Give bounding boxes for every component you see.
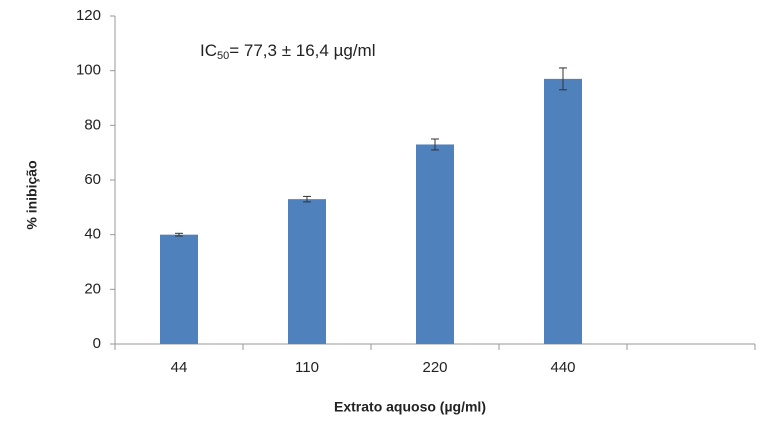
x-tick-label: 110 <box>295 359 319 376</box>
bar <box>288 199 326 344</box>
y-tick-label: 100 <box>76 62 101 79</box>
y-tick-label: 40 <box>84 226 101 243</box>
bar <box>160 234 198 344</box>
x-tick-label: 220 <box>422 359 447 376</box>
y-axis-label: % inibição <box>24 160 40 229</box>
annotation-subscript: 50 <box>217 50 229 62</box>
y-tick-label: 20 <box>84 280 101 297</box>
annotation-main: IC <box>200 41 217 60</box>
x-tick-label: 440 <box>550 359 575 376</box>
annotation: IC50= 77,3 ± 16,4 µg/ml <box>200 41 376 61</box>
annotation-rest: = 77,3 ± 16,4 µg/ml <box>229 41 375 60</box>
bar <box>544 78 582 344</box>
x-tick-label: 44 <box>171 359 188 376</box>
y-tick-label: 0 <box>93 335 101 352</box>
x-axis-label: Extrato aquoso (µg/ml) <box>334 399 486 415</box>
y-tick-label: 60 <box>84 171 101 188</box>
y-tick-label: 80 <box>84 116 101 133</box>
y-tick-label: 120 <box>76 7 101 24</box>
bar <box>416 144 454 344</box>
